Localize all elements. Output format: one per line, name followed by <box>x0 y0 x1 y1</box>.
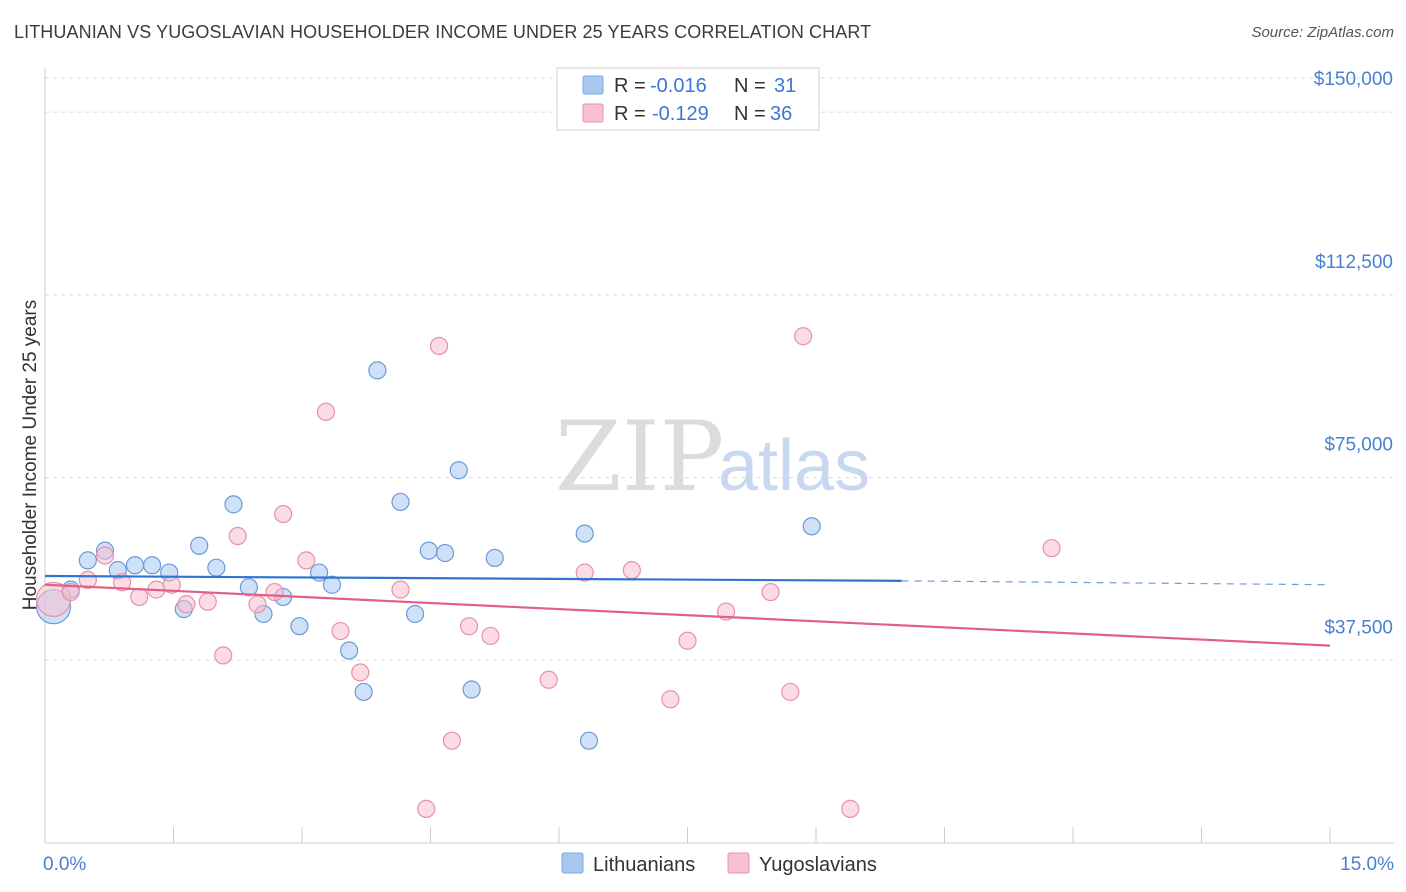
gridlines <box>45 77 1394 661</box>
yugoslavian-point-26 <box>575 563 594 582</box>
series-legend-swatch-lithuanians <box>561 852 584 874</box>
yugoslavian-point-25 <box>539 670 558 689</box>
watermark-zip: ZIP <box>555 401 724 513</box>
lithuanian-point-24 <box>435 543 455 563</box>
lithuanian-trend-line <box>44 574 902 582</box>
lithuanian-point-27 <box>485 548 504 568</box>
y-axis-label: Householder Income Under 25 years <box>20 300 41 611</box>
legend-r-label-yugoslavians: R = <box>614 103 646 125</box>
yugoslavian-point-12 <box>248 595 267 614</box>
lithuanian-point-22 <box>405 604 425 624</box>
chart-source: Source: ZipAtlas.com <box>1251 24 1394 41</box>
y-tick-label-2: $112,500 <box>1315 252 1393 273</box>
lithuanian-point-2 <box>78 551 97 570</box>
lithuanian-point-5 <box>125 556 145 575</box>
yugoslavian-point-21 <box>429 336 449 356</box>
legend-r-value-yugoslavians: -0.129 <box>652 103 709 125</box>
yugoslavian-point-11 <box>228 526 247 546</box>
watermark: ZIP atlas <box>555 401 870 513</box>
lithuanian-point-19 <box>354 682 373 702</box>
yugoslavian-point-3 <box>95 546 115 565</box>
data-points <box>35 327 1061 818</box>
legend-n-value-lithuanians: 31 <box>774 75 796 97</box>
yugoslavian-point-28 <box>661 690 680 709</box>
yugoslavian-point-18 <box>351 663 370 682</box>
yugoslavian-point-8 <box>177 595 196 614</box>
lithuanian-point-21 <box>391 492 410 512</box>
lithuanian-point-15 <box>290 617 309 636</box>
yugoslavian-point-34 <box>841 799 860 818</box>
lithuanian-point-25 <box>449 461 468 480</box>
lithuanian-point-18 <box>340 641 359 660</box>
yugoslavian-point-15 <box>297 551 316 570</box>
legend-n-value-yugoslavians: 36 <box>770 103 792 125</box>
yugoslavian-point-22 <box>442 731 462 750</box>
series-legend-label-yugoslavians: Yugoslavians <box>759 854 877 876</box>
yugoslavian-point-1 <box>61 582 80 602</box>
lithuanian-point-28 <box>575 524 594 543</box>
lithuanian-point-10 <box>207 558 226 577</box>
yugoslavian-point-10 <box>214 646 233 665</box>
watermark-atlas: atlas <box>718 426 870 506</box>
lithuanian-point-11 <box>224 495 243 514</box>
yugoslavian-point-14 <box>274 504 293 524</box>
lithuanian-point-26 <box>462 680 481 699</box>
lithuanian-point-30 <box>802 517 821 536</box>
chart-title: LITHUANIAN VS YUGOSLAVIAN HOUSEHOLDER IN… <box>14 22 872 42</box>
yugoslavian-point-27 <box>622 561 641 580</box>
yugoslavian-point-33 <box>794 327 813 346</box>
yugoslavian-point-23 <box>459 617 479 636</box>
yugoslavian-point-13 <box>265 582 284 602</box>
yugoslavian-point-9 <box>198 592 217 611</box>
axes <box>44 68 1394 844</box>
yugoslavian-point-20 <box>417 799 436 818</box>
yugoslavian-point-16 <box>316 402 336 421</box>
legend-n-label-yugoslavians: N = <box>734 103 766 125</box>
yugoslavian-point-19 <box>391 580 410 599</box>
yugoslavian-point-32 <box>781 682 800 702</box>
series-legend-swatch-yugoslavians <box>727 852 750 874</box>
yugoslavian-point-31 <box>761 582 780 602</box>
series-legend-label-lithuanians: Lithuanians <box>593 854 695 876</box>
legend-r-value-lithuanians: -0.016 <box>650 75 707 97</box>
y-tick-label-0: $37,500 <box>1324 617 1393 638</box>
trend-lines <box>44 574 1331 647</box>
series-legend: Lithuanians Yugoslavians <box>561 852 877 876</box>
x-axis-min-label: 0.0% <box>43 854 86 875</box>
yugoslavian-point-24 <box>481 626 500 646</box>
y-tick-labels: $37,500 $75,000 $112,500 $150,000 <box>1314 69 1393 638</box>
lithuanian-point-6 <box>142 556 162 575</box>
correlation-legend: R = -0.016 N = 31 R = -0.129 N = 36 <box>556 67 820 131</box>
x-axis-max-label: 15.0% <box>1340 854 1394 875</box>
y-tick-label-1: $75,000 <box>1324 435 1393 456</box>
legend-swatch-yugoslavians <box>582 103 604 123</box>
legend-n-label-lithuanians: N = <box>734 75 766 97</box>
yugoslavian-point-29 <box>678 631 697 650</box>
lithuanian-point-20 <box>368 361 387 380</box>
y-tick-label-3: $150,000 <box>1314 69 1393 90</box>
yugoslavian-point-35 <box>1042 539 1061 558</box>
lithuanian-point-9 <box>190 536 209 555</box>
yugoslavian-point-4 <box>112 573 132 592</box>
lithuanian-trend-line-extension <box>901 580 1331 586</box>
legend-r-label-lithuanians: R = <box>614 75 646 97</box>
lithuanian-point-23 <box>419 541 438 560</box>
yugoslavian-point-17 <box>331 621 350 641</box>
legend-swatch-lithuanians <box>582 75 604 95</box>
yugoslavian-point-5 <box>130 587 149 607</box>
lithuanian-point-17 <box>322 575 342 594</box>
lithuanian-point-29 <box>579 731 599 750</box>
yugoslavian-trend-line <box>44 583 1331 647</box>
lithuanian-point-12 <box>239 578 258 597</box>
